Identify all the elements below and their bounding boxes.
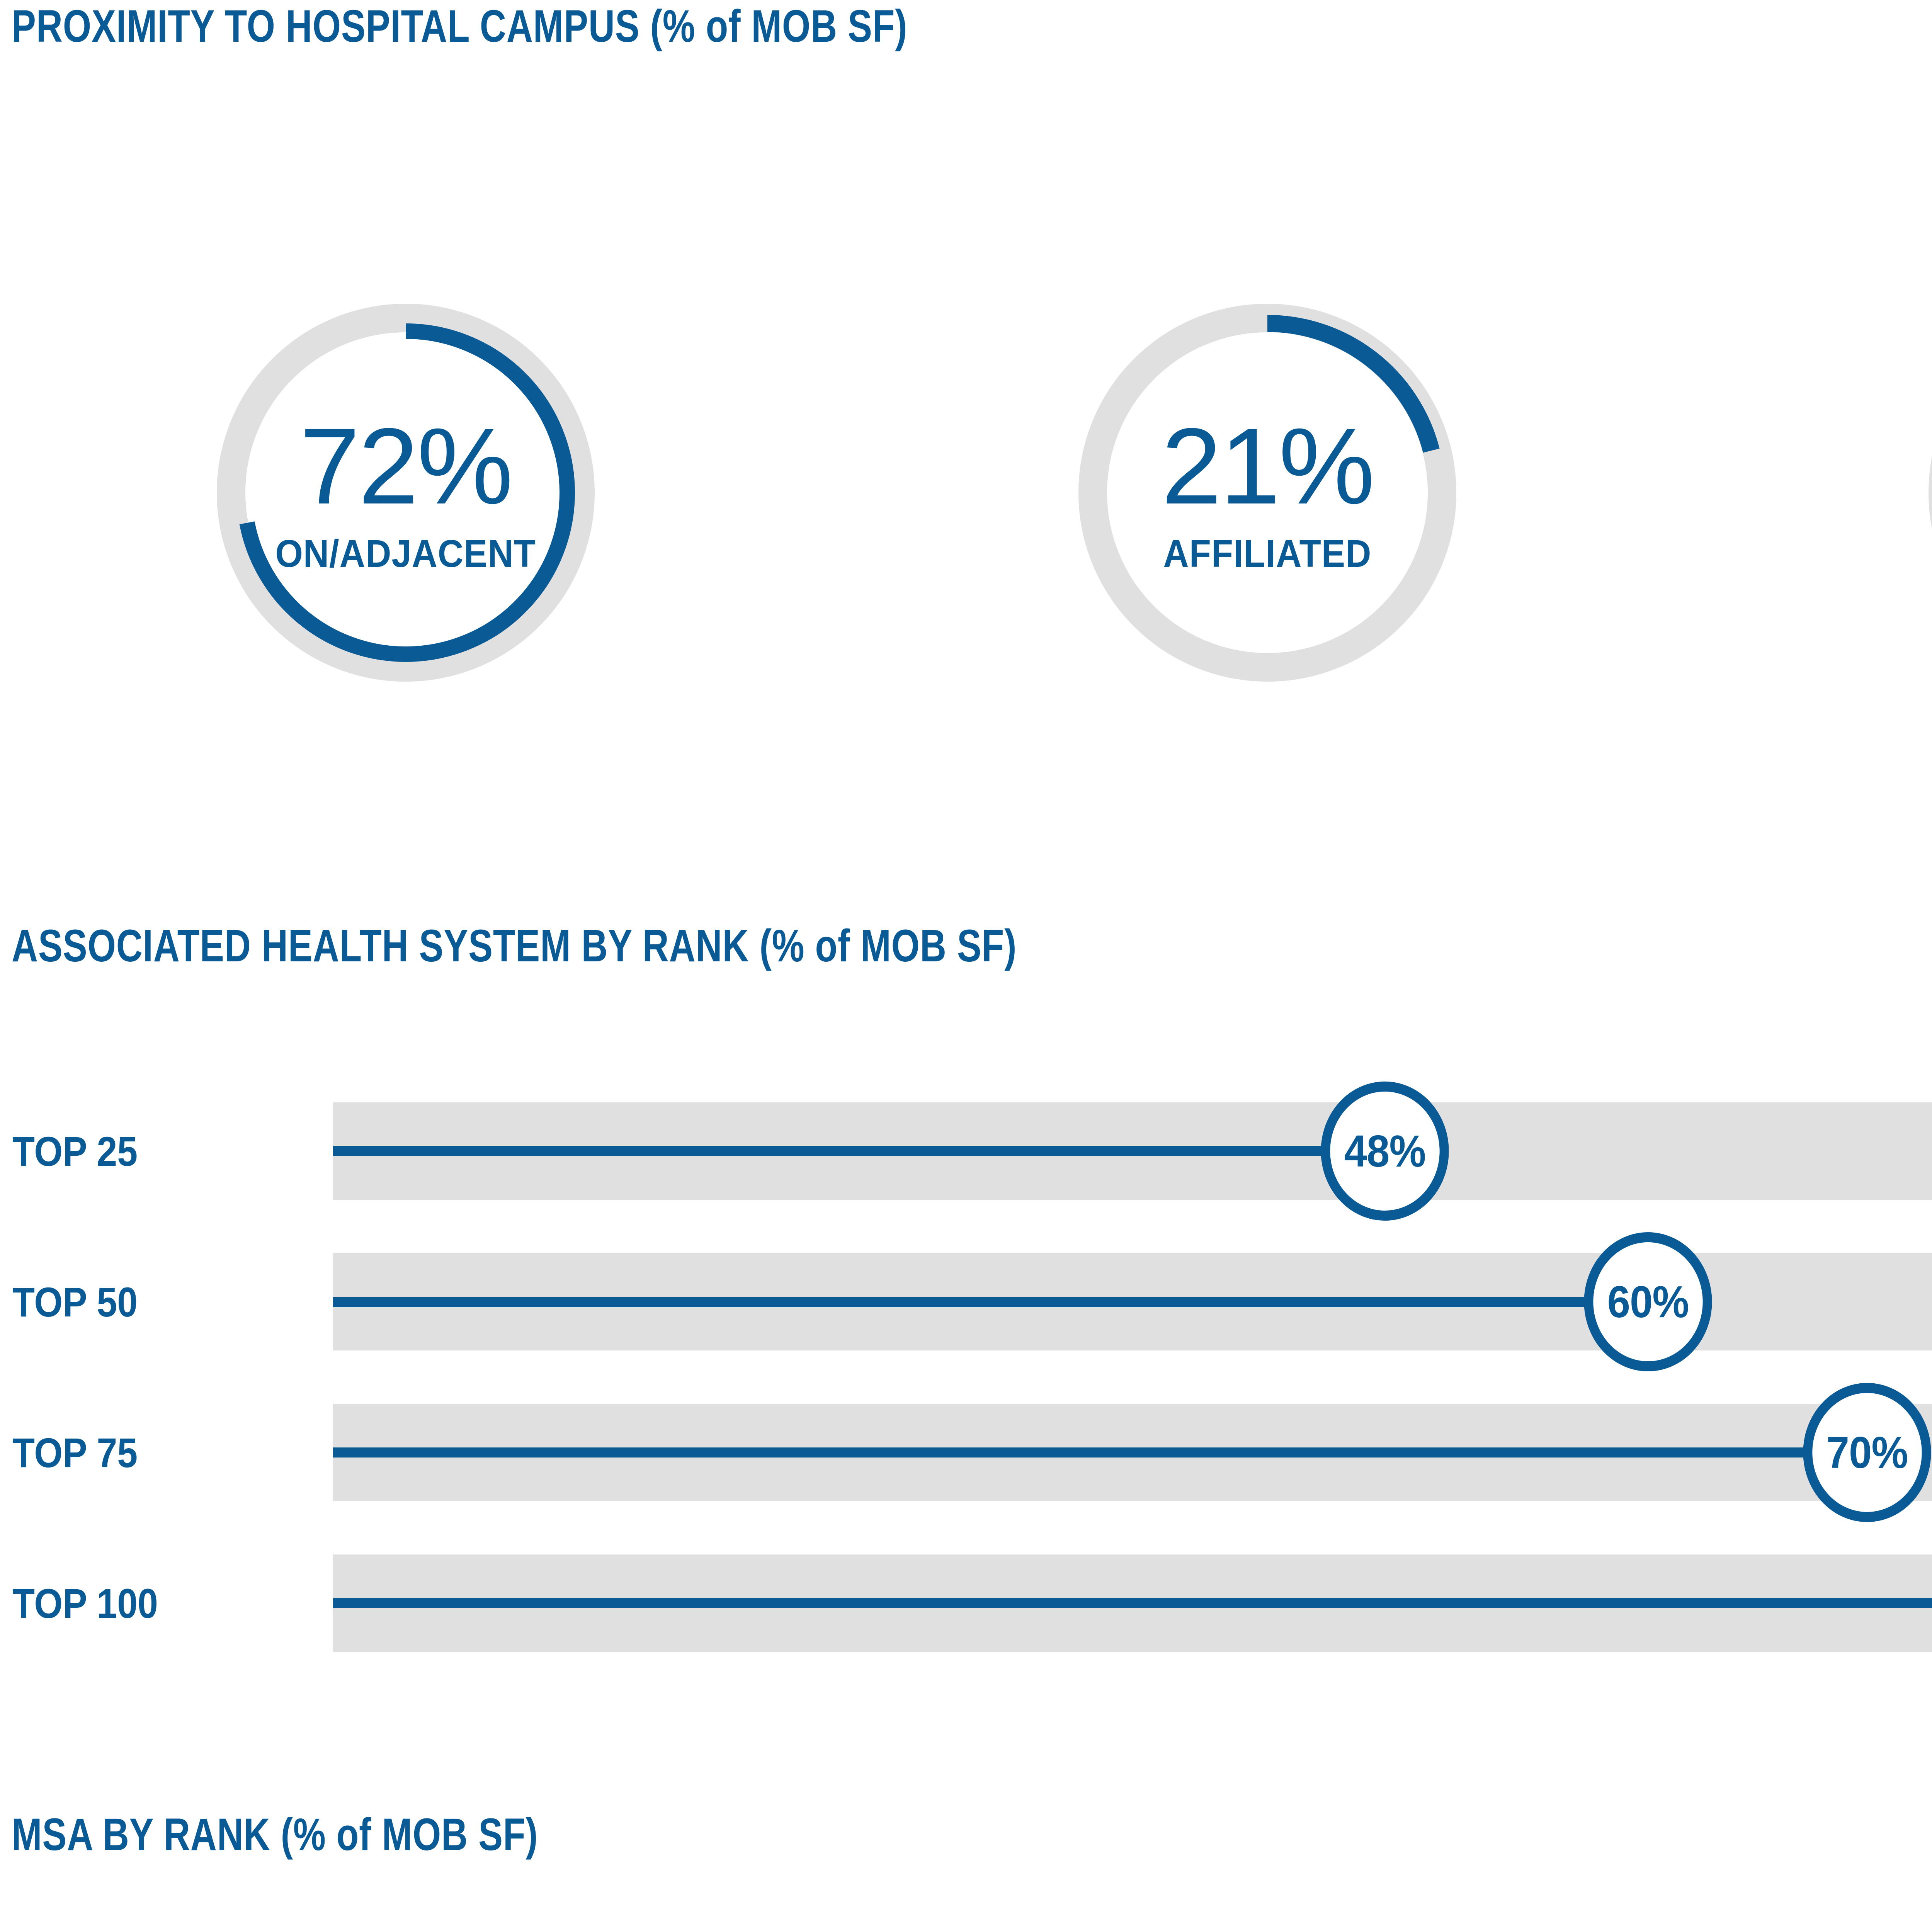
- bar-row: TOP 25 48%: [0, 1082, 1932, 1221]
- bar-fill: [333, 1598, 1932, 1608]
- page-title-associated-health-system: ASSOCIATED HEALTH SYSTEM BY RANK (% of M…: [12, 920, 1017, 971]
- bar-row-label: TOP 100: [12, 1580, 158, 1627]
- bar-fill: [333, 1146, 1385, 1156]
- bar-row-label: TOP 25: [12, 1128, 138, 1175]
- bar-chart-associated-health-system: TOP 25 48% TOP 50 60% TOP 75 70% TOP 100…: [0, 1082, 1932, 1682]
- donut-arc-on-adjacent: [236, 323, 575, 662]
- bar-value-badge: 70%: [1803, 1383, 1931, 1522]
- bar-value-badge: 48%: [1321, 1082, 1449, 1221]
- bar-value-badge: 60%: [1583, 1232, 1712, 1371]
- donut-gauge-on-adjacent: 72% ON/ADJACENT: [50, 139, 761, 846]
- donut-gauge-off: 7% OFF: [1762, 139, 1932, 846]
- donut-arc-affiliated: [1090, 315, 1445, 670]
- bar-row: TOP 100 76%: [0, 1554, 1932, 1652]
- page-title-msa: MSA BY RANK (% of MOB SF): [12, 1809, 538, 1860]
- bar-row: TOP 75 70%: [0, 1383, 1932, 1522]
- donut-gauge-group: 72% ON/ADJACENT 21% AFFILIATED 7% OFF: [0, 139, 1932, 846]
- bar-row-label: TOP 50: [12, 1278, 138, 1325]
- bar-fill: [333, 1297, 1648, 1307]
- page-title-proximity: PROXIMITY TO HOSPITAL CAMPUS (% of MOB S…: [12, 1, 908, 52]
- bar-fill: [333, 1447, 1867, 1458]
- donut-gauge-affiliated: 21% AFFILIATED: [912, 139, 1623, 846]
- bar-row: TOP 50 60%: [0, 1232, 1932, 1371]
- bar-row-label: TOP 75: [12, 1429, 138, 1476]
